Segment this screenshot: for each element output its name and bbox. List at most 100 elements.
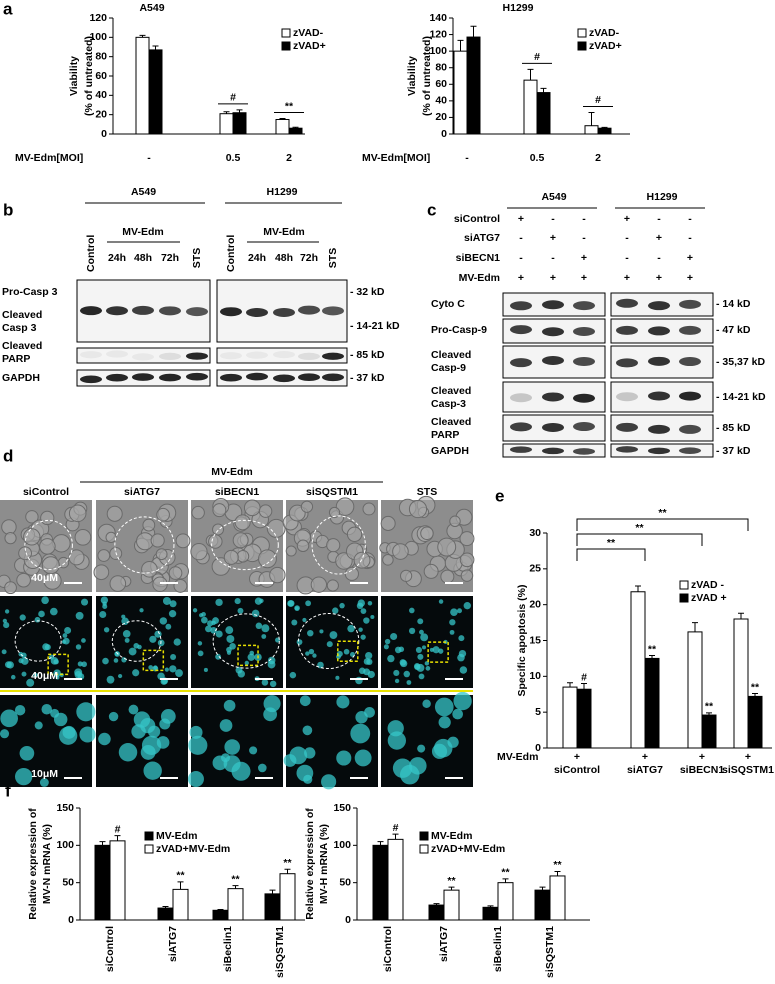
error-bar	[377, 841, 384, 846]
cell	[1, 519, 17, 535]
cell	[103, 627, 110, 633]
cell	[437, 537, 457, 557]
scale-bar-label: 10μM	[31, 768, 58, 780]
band	[273, 350, 295, 359]
cell	[169, 600, 177, 608]
band	[159, 352, 181, 361]
band	[246, 351, 268, 359]
y-tick-label: 150	[56, 802, 74, 814]
band	[510, 301, 532, 311]
band	[510, 358, 532, 368]
cell	[399, 569, 413, 582]
cell	[383, 644, 389, 650]
cell	[20, 652, 27, 659]
cell	[440, 569, 455, 584]
cell	[220, 753, 231, 763]
error-bar	[114, 835, 121, 841]
time-label: 72h	[300, 252, 318, 264]
cell	[34, 616, 41, 623]
cell	[212, 523, 225, 536]
cell	[18, 546, 32, 561]
band	[573, 448, 595, 455]
cell	[390, 633, 398, 641]
cell	[148, 725, 161, 738]
significance-label: **	[635, 522, 644, 534]
cell	[53, 669, 61, 678]
y-tick-label: 120	[429, 28, 447, 40]
cell	[394, 646, 402, 654]
significance-label: #	[534, 51, 540, 63]
panel-label: d	[3, 446, 13, 465]
significance-label: **	[283, 857, 292, 869]
cell	[106, 505, 123, 522]
bar	[275, 119, 290, 135]
scale-bar	[255, 777, 273, 779]
cell	[41, 704, 52, 715]
cell	[124, 637, 130, 643]
cell	[114, 651, 121, 657]
legend-swatch	[577, 41, 587, 51]
cell-line-label: A549	[541, 191, 566, 203]
y-tick-label: 50	[339, 876, 351, 888]
cell	[106, 675, 115, 684]
band	[298, 352, 320, 361]
cell	[449, 515, 461, 527]
scale-bar	[350, 678, 368, 680]
error-bar	[269, 889, 276, 894]
x-tick-label: siATG7	[627, 764, 663, 776]
cell	[425, 665, 431, 671]
bar	[701, 714, 717, 749]
condition-mark: +	[656, 272, 662, 284]
legend-swatch	[281, 41, 291, 51]
band	[573, 301, 595, 311]
cell	[408, 627, 416, 635]
cell	[1, 649, 7, 655]
condition-mark: -	[657, 252, 661, 264]
cell	[261, 679, 269, 686]
band	[132, 373, 154, 381]
cell	[189, 725, 203, 739]
cell	[458, 635, 465, 642]
cell	[452, 708, 463, 720]
cell	[50, 708, 60, 718]
size-label: - 37 kD	[350, 372, 385, 384]
cell	[362, 502, 376, 516]
y-tick-label: 0	[101, 128, 107, 140]
row-label: PARP	[2, 353, 30, 365]
bar	[644, 657, 660, 749]
scale-bar	[160, 777, 178, 779]
legend-swatch	[679, 593, 689, 603]
bar	[687, 631, 703, 749]
cell	[34, 721, 43, 730]
scale-bar	[160, 678, 178, 680]
cell	[450, 608, 458, 616]
legend-swatch	[144, 831, 154, 841]
cell	[212, 503, 227, 518]
cell	[353, 551, 371, 569]
cell	[423, 563, 439, 579]
cell	[173, 638, 181, 646]
cell	[319, 629, 324, 634]
condition-mark: -	[657, 213, 661, 225]
cell	[173, 578, 188, 593]
error-bar	[448, 886, 455, 891]
colony-outline	[14, 620, 62, 662]
row-label: Casp 3	[2, 322, 37, 334]
cell	[128, 704, 139, 715]
cell	[463, 602, 471, 610]
condition-label: siBECN1	[456, 252, 501, 264]
cell	[16, 572, 31, 588]
cell	[162, 596, 171, 605]
zoom-box	[427, 641, 449, 663]
column-label: siATG7	[124, 486, 160, 498]
cell	[346, 526, 363, 542]
cell	[438, 716, 451, 729]
cell-line-label: A549	[131, 186, 156, 198]
cell	[283, 754, 297, 767]
significance-label: #	[115, 823, 121, 835]
error-bar	[649, 655, 655, 659]
cell	[68, 504, 87, 523]
error-bar	[292, 126, 299, 129]
scale-bar	[445, 777, 463, 779]
cell	[415, 646, 423, 654]
